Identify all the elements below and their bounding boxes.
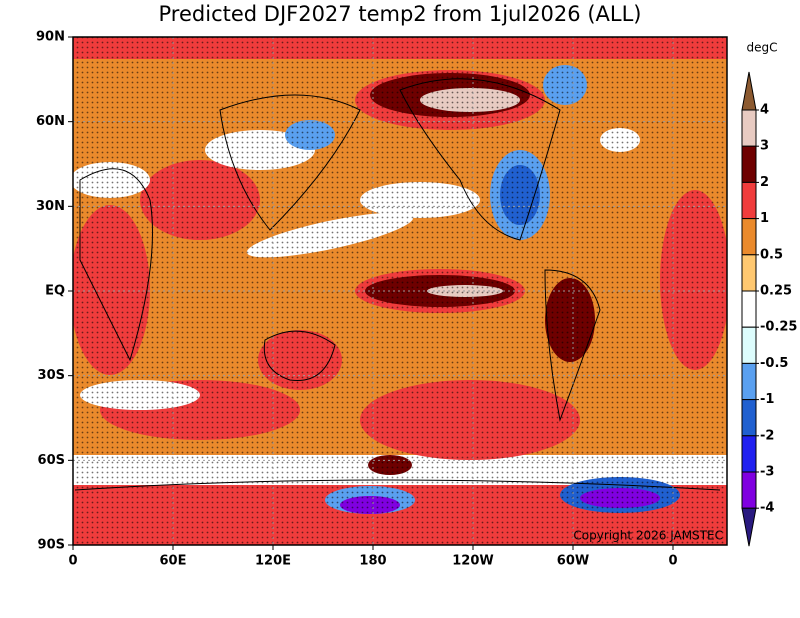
colorbar-label: 1 <box>760 211 769 226</box>
colorbar-band <box>741 254 757 292</box>
colorbar-band <box>741 435 757 473</box>
lon-label: 120W <box>452 554 493 569</box>
colorbar-label: -3 <box>760 465 774 480</box>
colorbar-unit: degC <box>747 41 778 55</box>
colorbar-label: -1 <box>760 392 774 407</box>
lat-label: EQ <box>45 284 65 299</box>
colorbar-extend <box>741 71 757 111</box>
colorbar-band <box>741 362 757 401</box>
colorbar-label: -2 <box>760 428 774 443</box>
lat-label: 30N <box>36 199 65 214</box>
coastline <box>74 479 721 491</box>
colorbar-label: 0.5 <box>760 247 783 262</box>
colorbar-band <box>741 326 757 364</box>
colorbar-band <box>741 181 757 220</box>
copyright: Copyright 2026 JAMSTEC <box>573 529 723 543</box>
lat-label: 30S <box>38 368 65 383</box>
colorbar-label: 4 <box>760 103 769 118</box>
colorbar-band <box>741 399 757 437</box>
colorbar-label: 0.25 <box>760 284 792 299</box>
colorbar-band <box>741 145 757 183</box>
lat-label: 90N <box>36 30 65 45</box>
colorbar-label: -0.5 <box>760 356 788 371</box>
coastline <box>219 94 361 231</box>
lat-label: 60S <box>38 453 65 468</box>
lon-label: 60W <box>557 554 589 569</box>
coastline <box>399 78 561 241</box>
lat-label: 90S <box>38 538 65 553</box>
colorbar-label: -0.25 <box>760 320 797 335</box>
coastline <box>263 330 336 382</box>
colorbar-label: -4 <box>760 501 774 516</box>
lat-label: 60N <box>36 114 65 129</box>
lon-label: 0 <box>68 554 77 569</box>
colorbar-label: 2 <box>760 175 769 190</box>
colorbar-label: 3 <box>760 139 769 154</box>
chart-title: Predicted DJF2027 temp2 from 1jul2026 (A… <box>159 2 642 26</box>
plot-frame <box>72 36 728 546</box>
lon-label: 60E <box>160 554 187 569</box>
colorbar-band <box>741 471 757 509</box>
colorbar-band <box>741 218 757 256</box>
coastline <box>79 168 153 362</box>
colorbar-band <box>741 109 757 147</box>
colorbar-band <box>741 290 757 328</box>
colorbar-extend <box>741 507 757 547</box>
lon-label: 180 <box>359 554 386 569</box>
lon-label: 120E <box>255 554 291 569</box>
lon-label: 0 <box>668 554 677 569</box>
coastline <box>544 269 601 422</box>
